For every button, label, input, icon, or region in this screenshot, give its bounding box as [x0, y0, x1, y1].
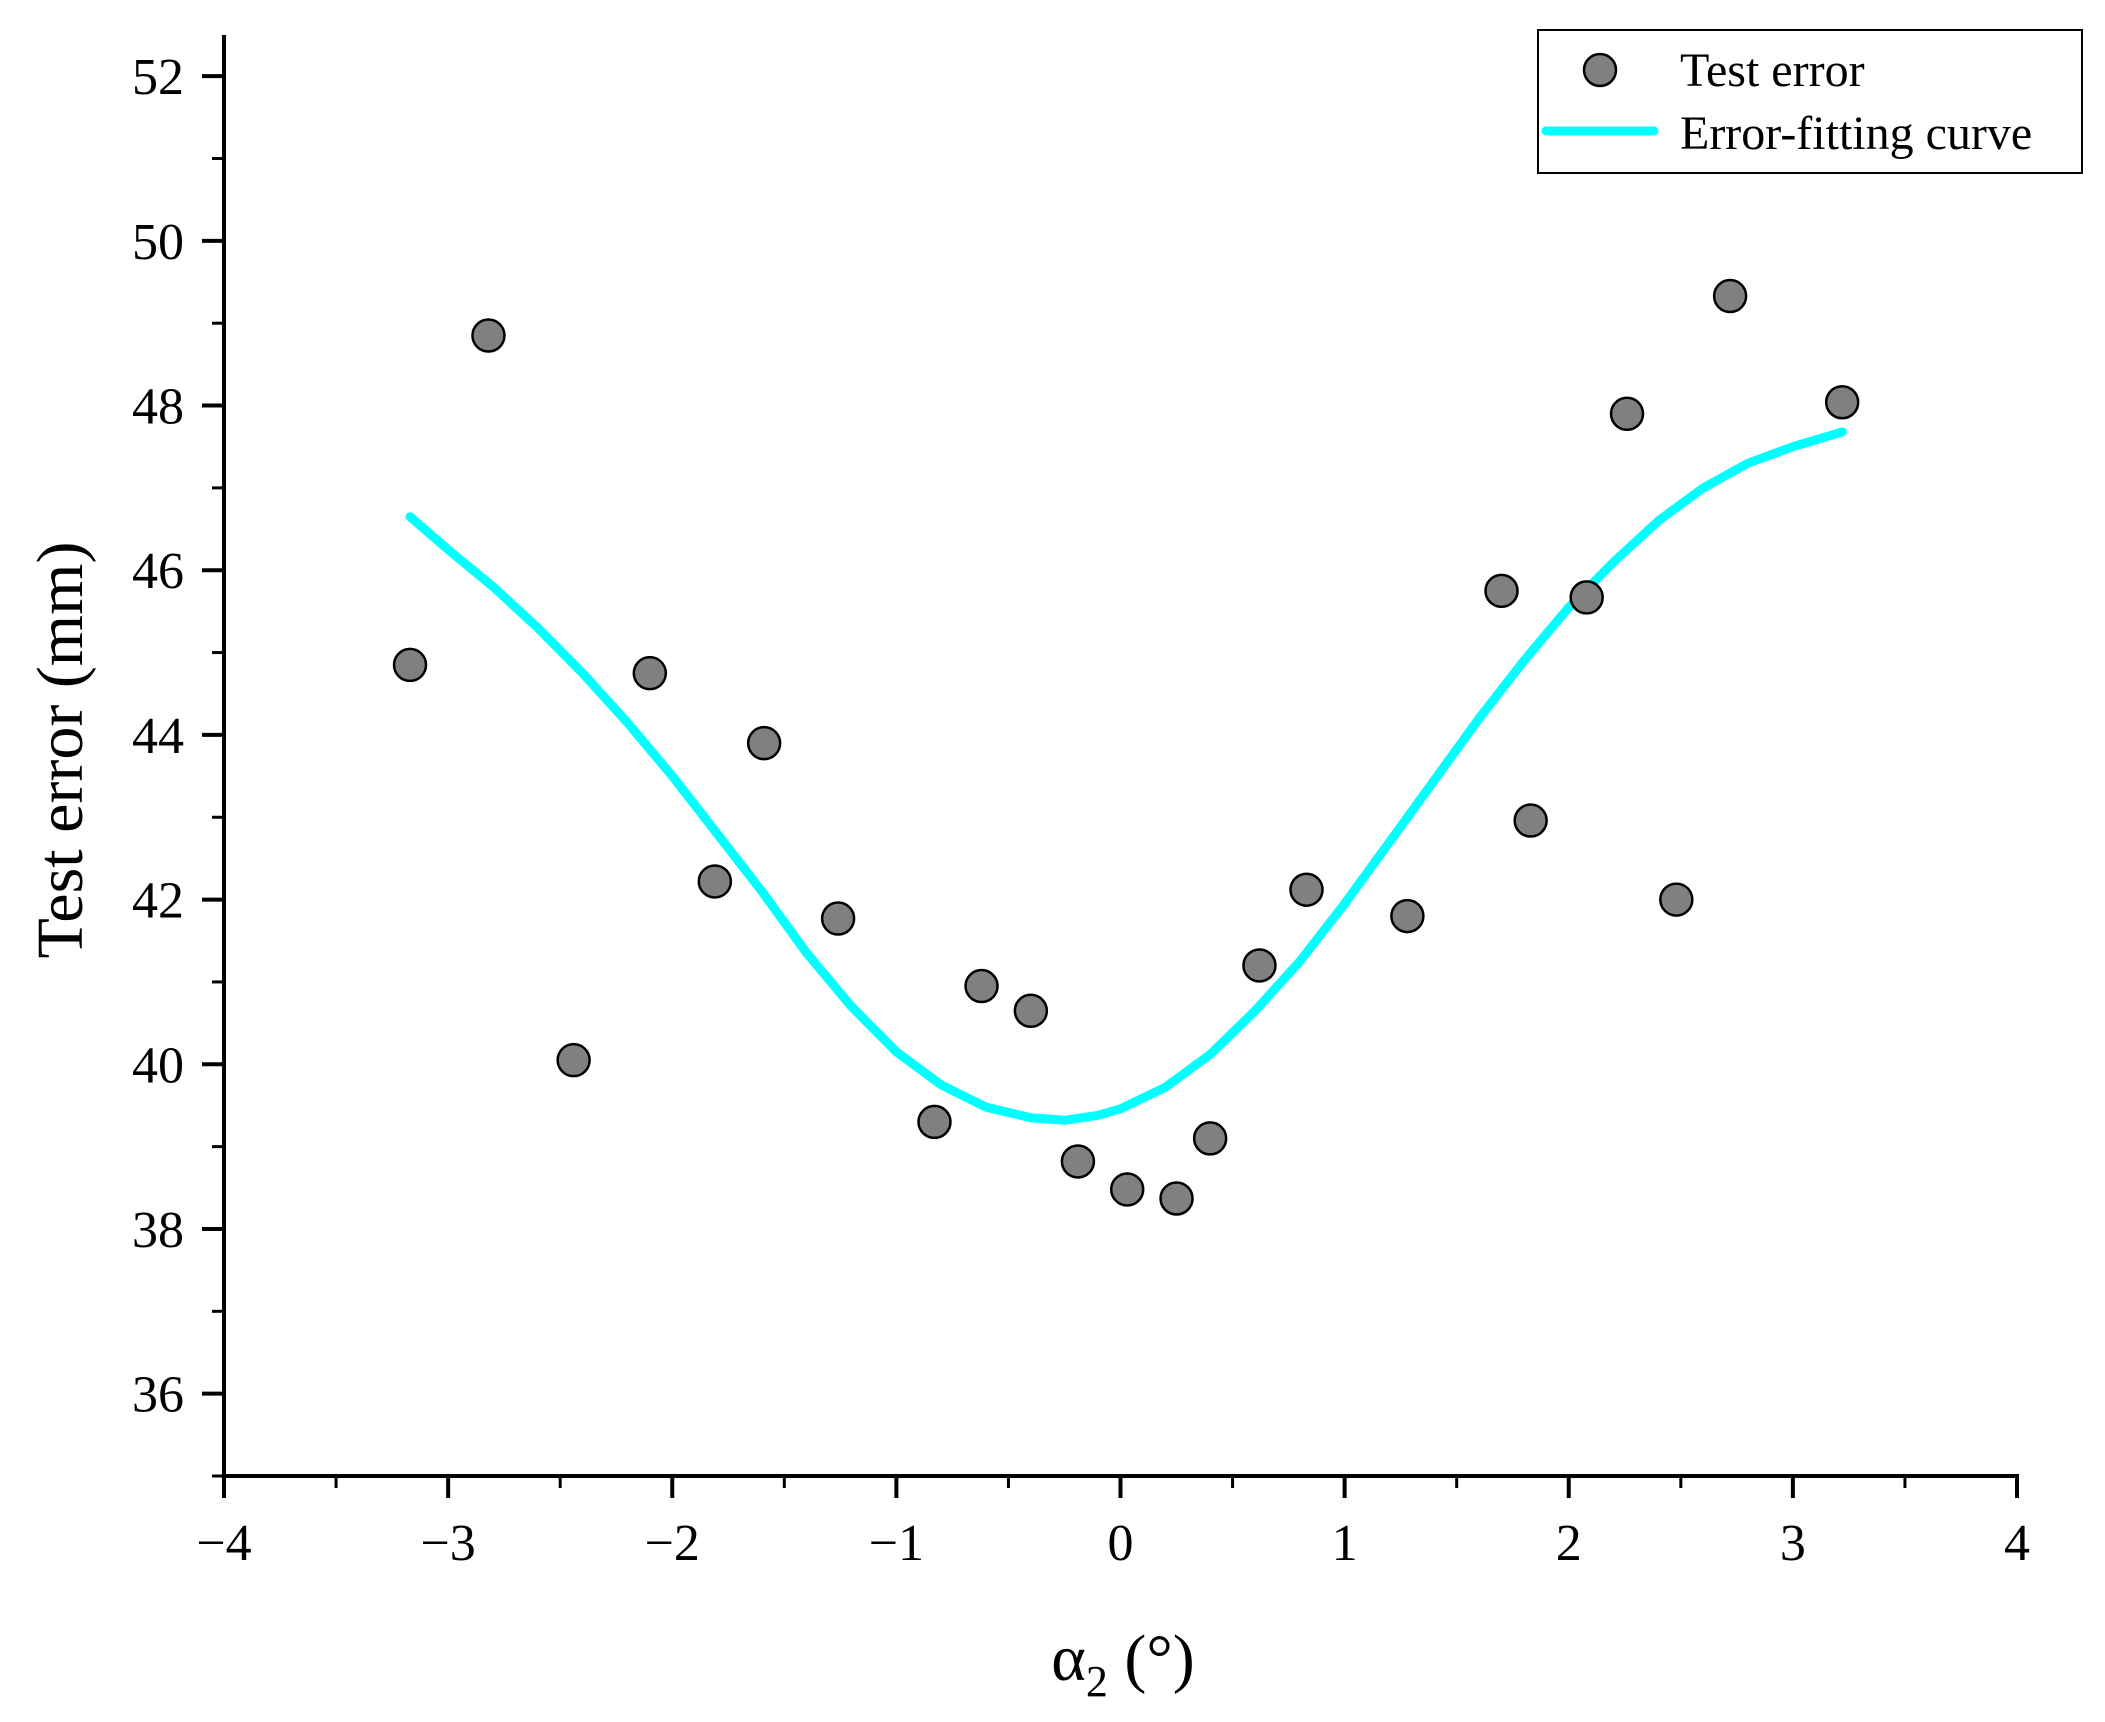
- test-error-point: [471, 318, 506, 353]
- legend-label-test-error: Test error: [1680, 44, 1865, 97]
- test-error-point: [1109, 1172, 1145, 1207]
- test-error-point: [1060, 1144, 1096, 1179]
- legend-marker-test-error: [1582, 52, 1618, 88]
- test-error-point: [746, 725, 782, 761]
- x-tick-label: −1: [869, 1515, 924, 1572]
- test-error-point: [392, 647, 428, 683]
- y-tick-label: 52: [132, 49, 184, 106]
- legend-label-fitting-curve: Error-fitting curve: [1680, 107, 2032, 160]
- x-tick-label: 4: [2004, 1515, 2030, 1572]
- test-error-point: [1609, 396, 1645, 432]
- y-tick-label: 40: [132, 1037, 184, 1094]
- x-tick-label: −4: [196, 1515, 251, 1572]
- y-tick-label: 36: [132, 1367, 184, 1424]
- test-error-point: [697, 864, 733, 899]
- test-error-point: [1824, 384, 1860, 420]
- legend: Test error Error-fitting curve: [1537, 29, 2083, 174]
- test-error-point: [1659, 882, 1694, 917]
- error-fitting-curve: [405, 427, 1847, 1125]
- test-error-point: [1569, 580, 1604, 615]
- x-tick-label: −2: [645, 1515, 700, 1572]
- x-tick-label: 0: [1108, 1515, 1134, 1572]
- x-axis-title-subscript: 2: [1086, 1657, 1108, 1706]
- test-error-point: [1390, 898, 1425, 934]
- test-error-point: [1484, 573, 1519, 609]
- test-error-point: [1159, 1181, 1194, 1216]
- x-tick-label: 1: [1332, 1515, 1358, 1572]
- y-tick-label: 48: [132, 379, 184, 436]
- test-error-point: [1712, 278, 1748, 314]
- x-tick-label: 3: [1780, 1515, 1806, 1572]
- y-axis-title: Test error (mm): [24, 542, 97, 959]
- y-tick-label: 42: [132, 873, 184, 930]
- test-error-point: [1013, 993, 1049, 1029]
- x-axis-title-unit: (°): [1108, 1622, 1195, 1695]
- x-axis-title: α2 (°): [1051, 1622, 1194, 1706]
- x-tick-label: 2: [1556, 1515, 1582, 1572]
- legend-box: [1537, 29, 2083, 174]
- test-error-point: [917, 1104, 952, 1140]
- test-error-point: [1192, 1121, 1228, 1156]
- y-tick-label: 38: [132, 1202, 184, 1259]
- test-error-point: [1513, 803, 1548, 838]
- test-error-point: [1242, 948, 1277, 983]
- y-tick-label: 50: [132, 214, 184, 271]
- y-tick-label: 44: [132, 708, 184, 765]
- test-error-point: [820, 901, 856, 936]
- x-tick-label: −3: [420, 1515, 475, 1572]
- x-axis-title-main: α: [1051, 1622, 1086, 1695]
- axes: [222, 35, 2019, 1478]
- y-axis-ticks: 36 38 40 42 44 46 48 50 52: [132, 49, 224, 1478]
- scatter-points-layer: [392, 278, 1860, 1216]
- test-error-point: [632, 655, 668, 691]
- test-error-point: [964, 968, 999, 1004]
- x-axis-ticks: −4 −3 −2 −1 0 1 2 3 4: [196, 1476, 2030, 1572]
- fitting-curve-layer: [405, 427, 1847, 1125]
- y-tick-label: 46: [132, 543, 184, 600]
- test-error-point: [1289, 872, 1324, 907]
- test-error-point: [556, 1042, 591, 1078]
